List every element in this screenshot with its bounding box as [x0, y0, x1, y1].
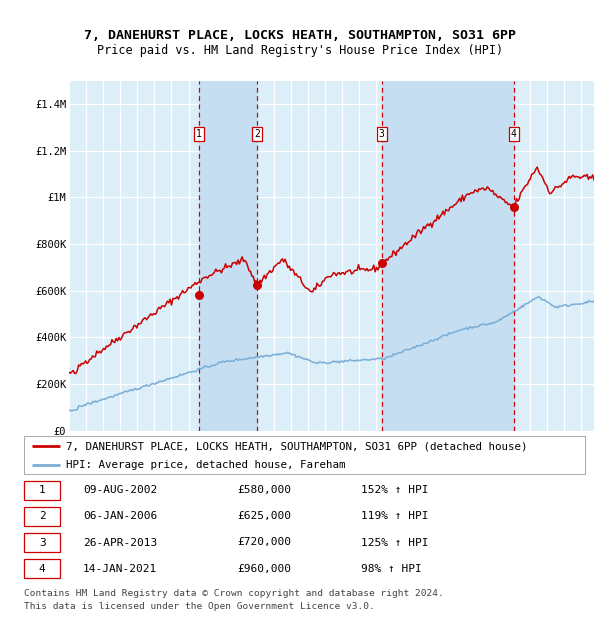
Text: 7, DANEHURST PLACE, LOCKS HEATH, SOUTHAMPTON, SO31 6PP (detached house): 7, DANEHURST PLACE, LOCKS HEATH, SOUTHAM… — [66, 441, 527, 451]
Text: £720,000: £720,000 — [237, 538, 291, 547]
Text: 3: 3 — [379, 130, 385, 140]
Text: HPI: Average price, detached house, Fareham: HPI: Average price, detached house, Fare… — [66, 459, 346, 470]
Text: 2: 2 — [254, 130, 260, 140]
Text: £625,000: £625,000 — [237, 512, 291, 521]
Text: 1: 1 — [196, 130, 202, 140]
FancyBboxPatch shape — [24, 533, 61, 552]
Text: 1: 1 — [39, 485, 46, 495]
Text: 7, DANEHURST PLACE, LOCKS HEATH, SOUTHAMPTON, SO31 6PP: 7, DANEHURST PLACE, LOCKS HEATH, SOUTHAM… — [84, 30, 516, 42]
Text: 26-APR-2013: 26-APR-2013 — [83, 538, 157, 547]
Text: 3: 3 — [39, 538, 46, 547]
Text: 4: 4 — [39, 564, 46, 574]
Bar — [199, 81, 257, 431]
Text: £960,000: £960,000 — [237, 564, 291, 574]
Text: Contains HM Land Registry data © Crown copyright and database right 2024.
This d: Contains HM Land Registry data © Crown c… — [24, 590, 444, 611]
Text: 98% ↑ HPI: 98% ↑ HPI — [361, 564, 421, 574]
Text: £580,000: £580,000 — [237, 485, 291, 495]
Text: 06-JAN-2006: 06-JAN-2006 — [83, 512, 157, 521]
Bar — [382, 81, 514, 431]
FancyBboxPatch shape — [24, 480, 61, 500]
Text: Price paid vs. HM Land Registry's House Price Index (HPI): Price paid vs. HM Land Registry's House … — [97, 45, 503, 57]
FancyBboxPatch shape — [24, 559, 61, 578]
Text: 09-AUG-2002: 09-AUG-2002 — [83, 485, 157, 495]
FancyBboxPatch shape — [24, 507, 61, 526]
Text: 152% ↑ HPI: 152% ↑ HPI — [361, 485, 428, 495]
Text: 2: 2 — [39, 512, 46, 521]
Text: 14-JAN-2021: 14-JAN-2021 — [83, 564, 157, 574]
Text: 125% ↑ HPI: 125% ↑ HPI — [361, 538, 428, 547]
Text: 4: 4 — [511, 130, 517, 140]
Text: 119% ↑ HPI: 119% ↑ HPI — [361, 512, 428, 521]
